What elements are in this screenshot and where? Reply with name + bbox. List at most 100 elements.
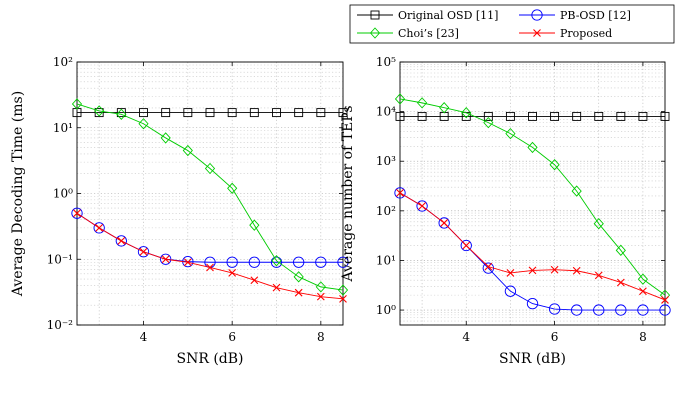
data-point — [160, 253, 172, 265]
legend-label-proposed: Proposed — [560, 27, 612, 40]
data-point — [439, 102, 450, 114]
data-point — [272, 108, 281, 118]
legend: Original OSD [11] PB-OSD [12] Choi’s [23… — [349, 4, 675, 44]
data-point — [270, 256, 283, 268]
legend-marker — [533, 29, 541, 37]
x-tick-label: 8 — [317, 330, 325, 344]
y-tick-label: 10² — [53, 55, 73, 69]
grid — [400, 61, 665, 326]
series-choi-s-23 — [71, 98, 349, 296]
series-proposed — [73, 209, 347, 303]
data-point — [638, 111, 648, 121]
data-point — [139, 247, 148, 256]
data-point — [506, 269, 515, 277]
data-point — [616, 278, 625, 287]
series-pb-osd-12 — [71, 207, 349, 268]
data-point — [338, 108, 348, 118]
data-point — [227, 108, 237, 118]
data-point — [250, 276, 259, 285]
data-point — [660, 111, 670, 121]
data-point — [293, 271, 304, 283]
data-point — [418, 202, 426, 210]
data-point — [396, 189, 404, 197]
legend-label-chois: Choi’s [23] — [398, 27, 459, 40]
data-point — [249, 108, 259, 118]
data-point — [315, 281, 326, 293]
data-point — [337, 256, 349, 268]
x-axis-label: SNR (dB) — [499, 351, 566, 367]
data-point — [160, 132, 171, 144]
legend-label-original-osd: Original OSD [11] — [398, 9, 498, 22]
chart-left-panel: 4 6 8 10⁻² 10⁻¹ 10⁰ 10¹ 10² SNR (dB) Average Deco… — [10, 55, 349, 367]
data-point — [206, 263, 214, 272]
legend-entry-original-osd: Original OSD [11] — [357, 9, 498, 22]
legend-marker — [370, 10, 380, 20]
legend-marker — [531, 9, 543, 21]
data-point — [227, 182, 238, 194]
data-point — [73, 209, 81, 218]
data-point — [294, 288, 303, 297]
data-point — [116, 108, 126, 118]
data-point — [394, 93, 406, 105]
data-point — [526, 297, 539, 310]
data-point — [461, 107, 472, 119]
data-point — [483, 111, 493, 121]
y-tick-label: 10⁵ — [376, 55, 396, 69]
data-point — [593, 218, 604, 230]
data-point — [161, 108, 171, 118]
x-tick-label: 4 — [140, 330, 148, 344]
data-point — [572, 266, 581, 275]
data-point — [139, 108, 148, 118]
y-tick-label: 10¹ — [376, 253, 396, 267]
data-point — [616, 111, 626, 121]
data-point — [138, 118, 149, 130]
data-point — [593, 304, 605, 316]
data-point — [228, 269, 237, 277]
y-tick-label: 10² — [376, 204, 396, 218]
data-point — [460, 239, 472, 252]
data-point — [571, 304, 583, 316]
data-point — [462, 241, 471, 250]
data-point — [549, 159, 560, 171]
data-point — [416, 97, 428, 109]
x-tick-label: 4 — [462, 330, 470, 344]
legend-label-pb-osd: PB-OSD [12] — [560, 9, 631, 22]
data-point — [182, 144, 193, 157]
x-axis-label: SNR (dB) — [176, 351, 243, 367]
legend-entry-chois: Choi’s [23] — [357, 27, 459, 40]
data-point — [249, 219, 260, 231]
data-point — [95, 223, 104, 232]
data-point — [615, 304, 627, 316]
series-line — [399, 192, 666, 301]
data-point — [594, 111, 604, 121]
data-point — [315, 256, 327, 268]
data-point — [637, 273, 649, 285]
data-point — [226, 256, 238, 268]
data-point — [548, 303, 561, 315]
data-point — [659, 304, 671, 316]
legend-entry-proposed: Proposed — [519, 27, 612, 40]
y-tick-label: 10⁴ — [376, 105, 396, 119]
data-point — [316, 108, 326, 118]
data-point — [293, 256, 305, 268]
data-point — [71, 207, 83, 219]
series-line — [399, 192, 665, 311]
legend-entry-pb-osd: PB-OSD [12] — [519, 9, 631, 22]
data-point — [115, 235, 127, 247]
data-point — [294, 108, 304, 118]
data-point — [94, 105, 105, 117]
series-line — [76, 212, 344, 300]
y-tick-label: 10⁻² — [47, 318, 74, 332]
data-point — [416, 200, 428, 212]
data-point — [615, 244, 626, 256]
data-point — [183, 108, 193, 118]
data-point — [504, 285, 517, 297]
data-point — [271, 255, 282, 267]
y-tick-label: 10⁰ — [53, 187, 73, 201]
data-point — [93, 222, 105, 234]
data-point — [117, 237, 126, 245]
data-point — [205, 108, 215, 118]
legend-frame — [349, 4, 675, 44]
data-point — [183, 258, 192, 267]
